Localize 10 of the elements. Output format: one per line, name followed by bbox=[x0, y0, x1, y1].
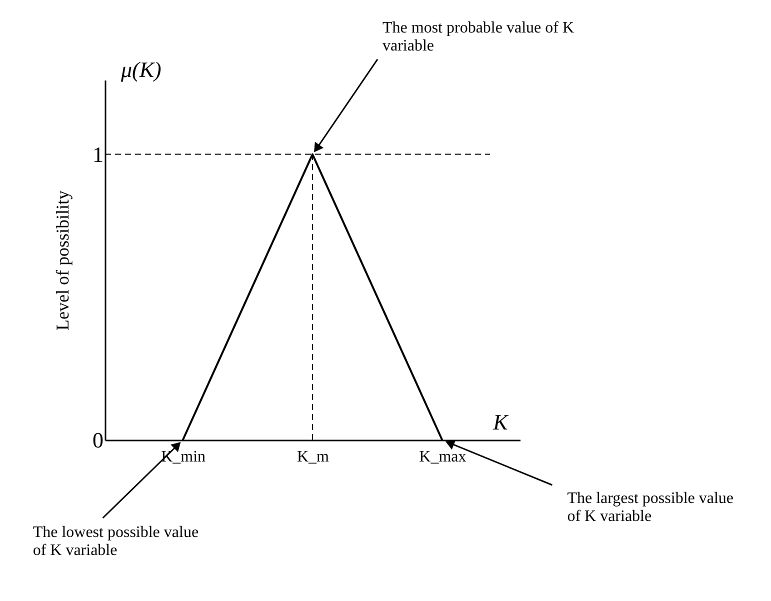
x-tick-label: K_max bbox=[419, 448, 466, 466]
annotation: μ(K) bbox=[120, 57, 162, 82]
y-axis-title: Level of possibility bbox=[52, 190, 72, 330]
annotation: The most probable value of K variable bbox=[382, 19, 574, 54]
y-tick-label: 0 bbox=[92, 428, 104, 452]
annotation: The largest possible value of K variable bbox=[567, 490, 734, 525]
x-tick-label: K_m bbox=[297, 448, 330, 466]
y-tick-label: 1 bbox=[92, 142, 104, 167]
x-axis-title: K bbox=[492, 410, 510, 434]
annotation: The lowest possible value of K variable bbox=[32, 524, 199, 559]
